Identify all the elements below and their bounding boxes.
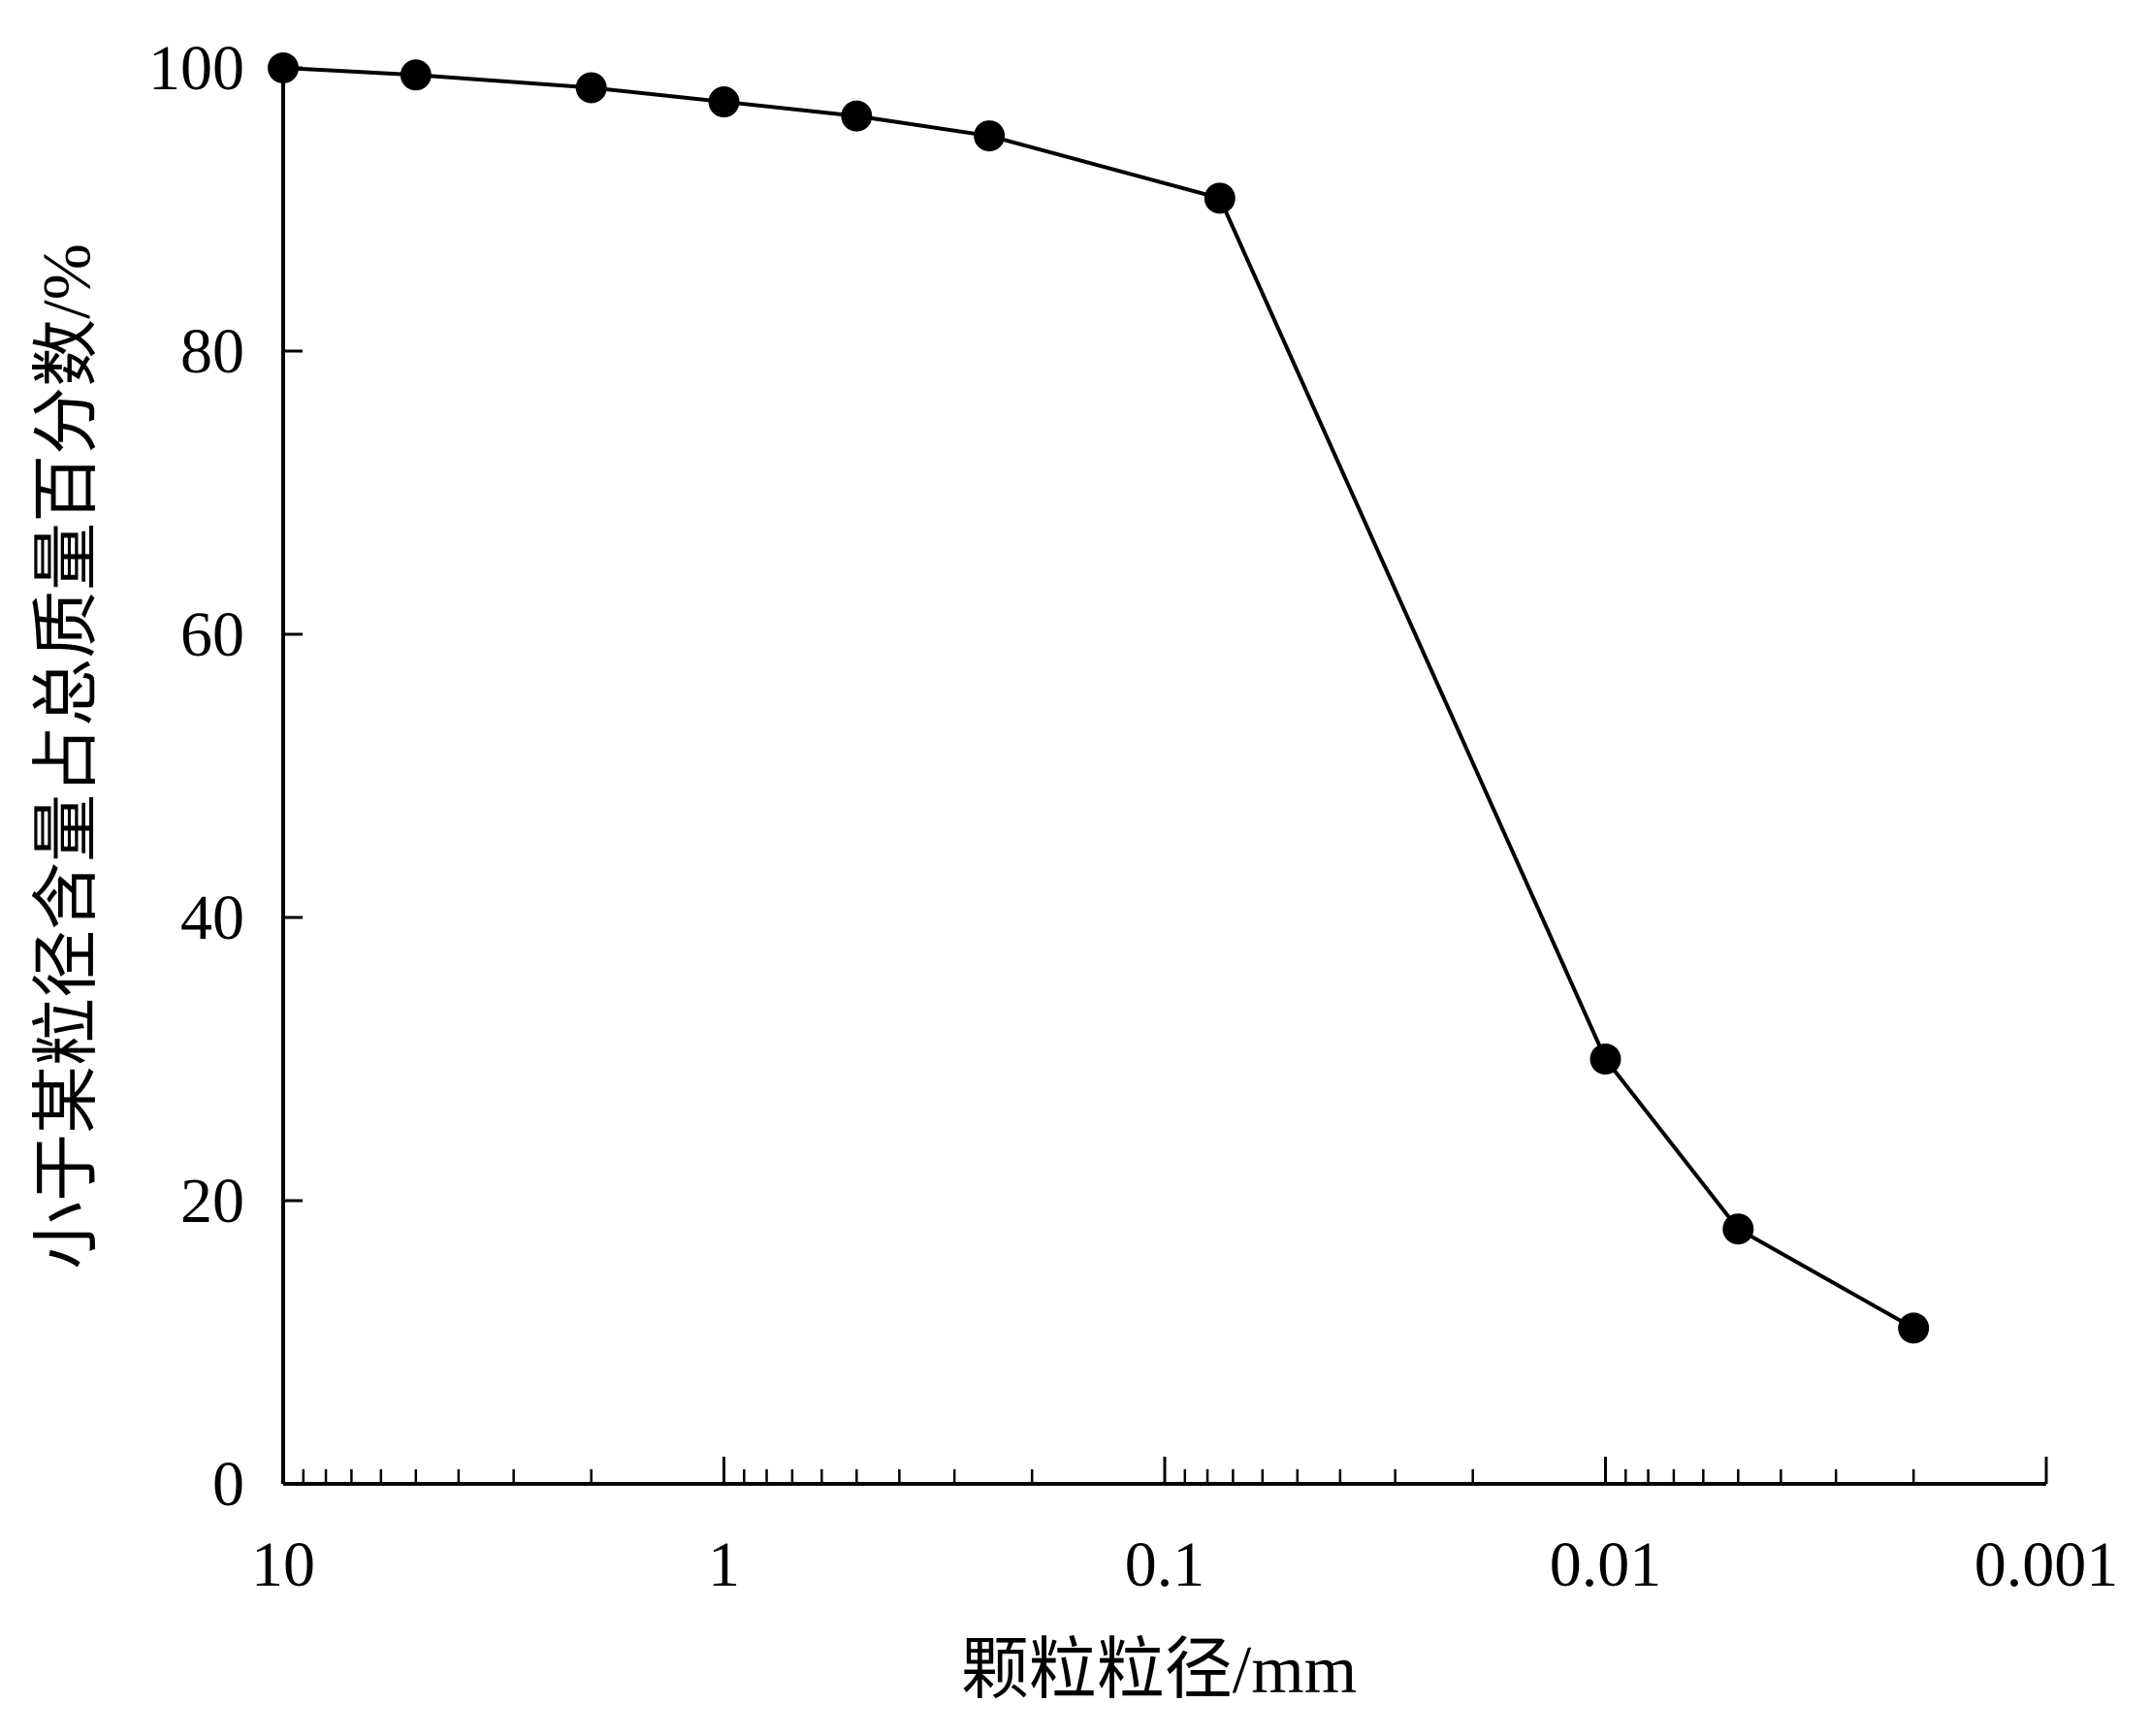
- x-tick-label: 1: [708, 1529, 740, 1600]
- data-point: [268, 52, 299, 83]
- data-point: [1898, 1312, 1930, 1344]
- y-tick-label: 80: [180, 316, 244, 387]
- x-axis-title: 颗粒粒径/mm: [961, 1633, 1357, 1708]
- data-point: [1204, 182, 1236, 214]
- data-point: [400, 59, 432, 91]
- axis-ticks: [281, 66, 2048, 1486]
- y-tick-label: 0: [212, 1449, 244, 1520]
- x-tick-label: 0.001: [1974, 1529, 2119, 1600]
- y-tick-label: 100: [148, 33, 244, 104]
- data-point: [1589, 1044, 1621, 1075]
- y-tick-label: 40: [180, 883, 244, 953]
- data-point: [575, 72, 607, 104]
- y-tick-label: 60: [180, 599, 244, 670]
- x-tick-label: 10: [251, 1529, 315, 1600]
- data-point: [841, 100, 873, 132]
- data-point: [974, 120, 1006, 152]
- x-tick-label: 0.1: [1125, 1529, 1205, 1600]
- x-tick-label: 0.01: [1550, 1529, 1662, 1600]
- y-axis-title: 小于某粒径含量占总质量百分数/%: [30, 243, 105, 1270]
- y-tick-label: 20: [180, 1166, 244, 1237]
- tick-labels: 0 20 40 60 80 100 10 1 0.1 0.01 0.001: [148, 33, 2118, 1600]
- data-series: [268, 52, 1930, 1344]
- axes: [281, 60, 2046, 1486]
- data-point: [708, 86, 740, 118]
- series-line: [282, 66, 1915, 1331]
- data-point: [1722, 1213, 1754, 1245]
